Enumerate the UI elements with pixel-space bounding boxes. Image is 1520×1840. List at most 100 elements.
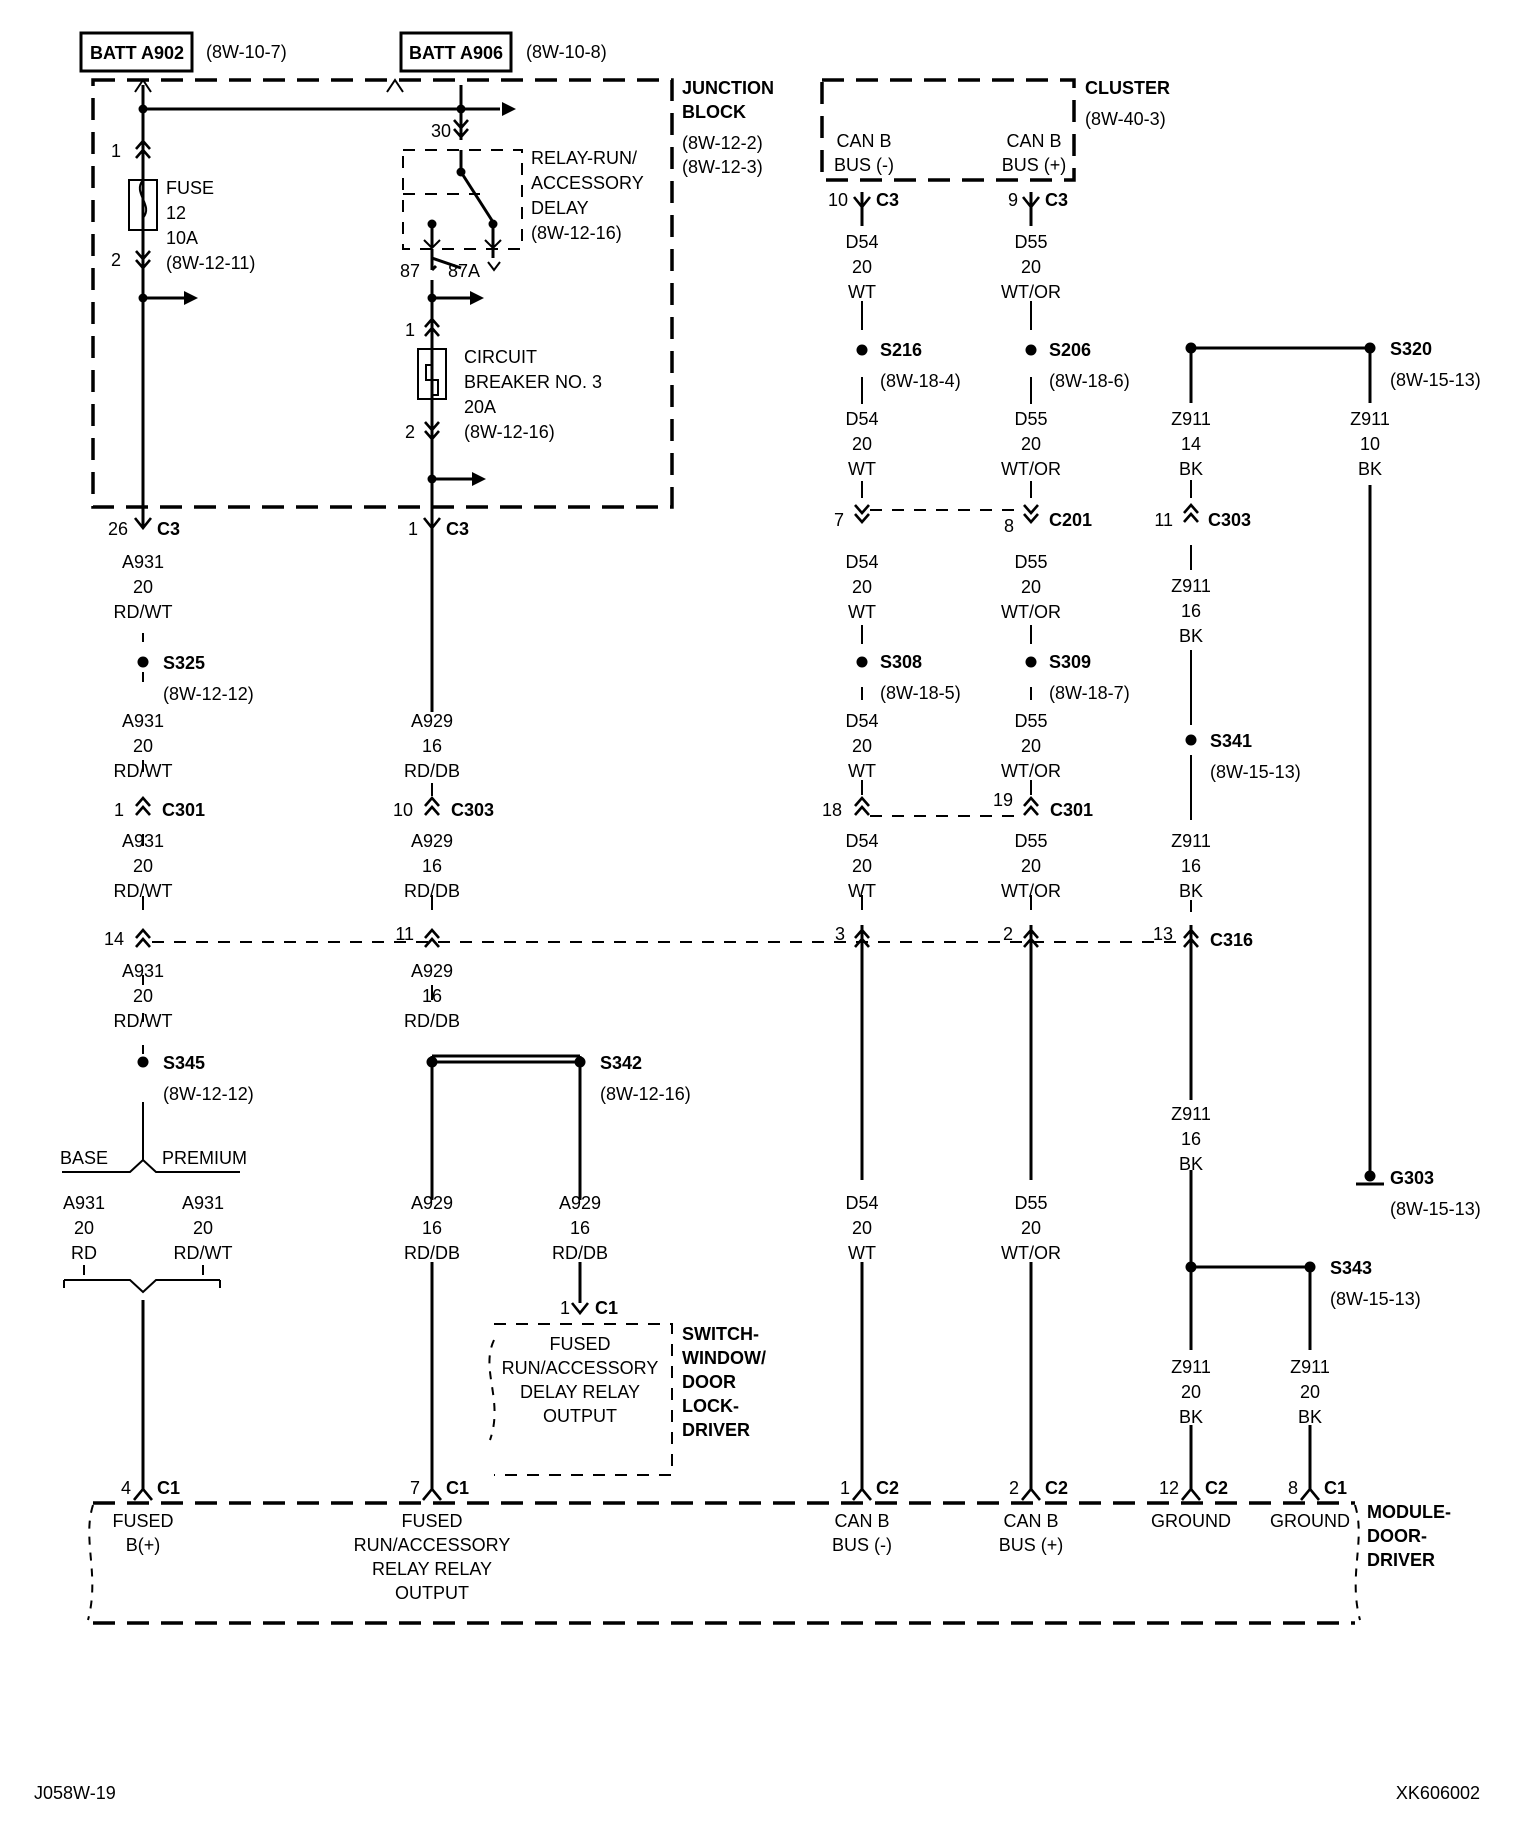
wire-a929-1-gauge: 16	[422, 736, 442, 756]
module-run-1: FUSED	[401, 1511, 462, 1531]
breaker-l1: CIRCUIT	[464, 347, 537, 367]
wire-d54-5-id: D54	[845, 831, 878, 851]
breaker-l3: 20A	[464, 397, 496, 417]
fuse-l1: FUSE	[166, 178, 214, 198]
s345-name: S345	[163, 1053, 205, 1073]
junction-ref-2: (8W-12-3)	[682, 157, 763, 177]
module-canh-2: BUS (+)	[999, 1535, 1064, 1555]
wire-z911-e-color: BK	[1179, 1154, 1203, 1174]
option-premium-label: PREMIUM	[162, 1148, 247, 1168]
cluster-canh-2: BUS (+)	[1002, 155, 1067, 175]
c3-9-pin: 9	[1008, 190, 1018, 210]
s216-name: S216	[880, 340, 922, 360]
splice-s341: S341 (8W-15-13)	[1185, 731, 1301, 782]
c316-14-pin: 14	[104, 929, 124, 949]
wire-a931-1-id: A931	[122, 552, 164, 572]
wire-a931-4-gauge: 20	[133, 986, 153, 1006]
wire-a929-1-color: RD/DB	[404, 761, 460, 781]
module-c2-12-name: C2	[1205, 1478, 1228, 1498]
wire-a929-3-color: RD/DB	[404, 1011, 460, 1031]
wire-z911-f-gauge: 20	[1181, 1382, 1201, 1402]
s309-name: S309	[1049, 652, 1091, 672]
wire-d55-6-color: WT/OR	[1001, 1243, 1061, 1263]
g303-name: G303	[1390, 1168, 1434, 1188]
junction-title-1: JUNCTION	[682, 78, 774, 98]
c316-3-pin: 3	[835, 924, 845, 944]
connector-c3-1: 1 C3	[408, 516, 469, 539]
footer-right-code: XK606002	[1396, 1783, 1480, 1803]
wire-a931-1-color: RD/WT	[114, 602, 173, 622]
wire-z911-c-id: Z911	[1171, 576, 1211, 596]
wire-z911-b-id: Z911	[1350, 409, 1390, 429]
splice-s206: S206 (8W-18-6)	[1025, 340, 1130, 391]
wire-z911-e-gauge: 16	[1181, 1129, 1201, 1149]
cluster-canh-1: CAN B	[1006, 131, 1061, 151]
wire-runs	[141, 192, 1372, 1490]
c316-2-pin: 2	[1003, 924, 1013, 944]
connector-c3-9: 9 C3	[1008, 190, 1068, 210]
wire-d54-2-color: WT	[848, 459, 876, 479]
wire-z911-f-color: BK	[1179, 1407, 1203, 1427]
module-run-4: OUTPUT	[395, 1583, 469, 1603]
wire-z911-c-gauge: 16	[1181, 601, 1201, 621]
fuse-l4: (8W-12-11)	[166, 253, 255, 273]
module-fused-2: B(+)	[126, 1535, 161, 1555]
module-fused-1: FUSED	[112, 1511, 173, 1531]
cluster-canl-1: CAN B	[836, 131, 891, 151]
junction-block: JUNCTION BLOCK (8W-12-2) (8W-12-3)	[91, 78, 774, 509]
relay-pin-87: 87	[400, 261, 420, 281]
switch-title-4: LOCK-	[682, 1396, 739, 1416]
wire-d55-5-id: D55	[1014, 831, 1047, 851]
splice-s216: S216 (8W-18-4)	[856, 340, 961, 391]
c3-10-pin: 10	[828, 190, 848, 210]
wire-z911-e-id: Z911	[1171, 1104, 1211, 1124]
c301-1-name: C301	[162, 800, 205, 820]
wire-z911-g-id: Z911	[1290, 1357, 1330, 1377]
relay-pin-30: 30	[431, 121, 451, 141]
wire-z911-d-id: Z911	[1171, 831, 1211, 851]
option-split: BASE PREMIUM A931 20 RD A931 20 RD/WT	[60, 1102, 247, 1294]
connector-c301-19: 19 C301	[993, 790, 1093, 820]
wire-a929-4-gauge: 16	[422, 1218, 442, 1238]
switch-c1-name: C1	[595, 1298, 618, 1318]
wire-d55-6-id: D55	[1014, 1193, 1047, 1213]
s325-name: S325	[163, 653, 205, 673]
module-c1-4-pin: 4	[121, 1478, 131, 1498]
c3-9-name: C3	[1045, 190, 1068, 210]
wire-d55-3-gauge: 20	[1021, 577, 1041, 597]
wire-d55-1-color: WT/OR	[1001, 282, 1061, 302]
relay-pin-87a: 87A	[448, 261, 480, 281]
connector-c3-26: 26 C3	[108, 516, 180, 539]
splice-s320: S320 (8W-15-13)	[1185, 339, 1481, 390]
module-c1-7-name: C1	[446, 1478, 469, 1498]
module-canh-1: CAN B	[1003, 1511, 1058, 1531]
cluster: CLUSTER (8W-40-3) CAN B BUS (-) CAN B BU…	[820, 78, 1170, 182]
wire-a931-2-id: A931	[122, 711, 164, 731]
wire-a931-3-id: A931	[122, 831, 164, 851]
c3-1-name: C3	[446, 519, 469, 539]
s343-ref: (8W-15-13)	[1330, 1289, 1421, 1309]
s320-name: S320	[1390, 339, 1432, 359]
cluster-canl-2: BUS (-)	[834, 155, 894, 175]
wire-a929-5-gauge: 16	[570, 1218, 590, 1238]
module-c1-8-name: C1	[1324, 1478, 1347, 1498]
module-c1-8-pin: 8	[1288, 1478, 1298, 1498]
wire-a929-5-id: A929	[559, 1193, 601, 1213]
wire-d54-5-color: WT	[848, 881, 876, 901]
wire-d55-2-color: WT/OR	[1001, 459, 1061, 479]
wire-a931-3-gauge: 20	[133, 856, 153, 876]
module-c2-2-name: C2	[1045, 1478, 1068, 1498]
wire-d55-3-id: D55	[1014, 552, 1047, 572]
s342-name: S342	[600, 1053, 642, 1073]
wire-d54-6-color: WT	[848, 1243, 876, 1263]
wire-d54-2-id: D54	[845, 409, 878, 429]
c303-11-pin: 11	[1154, 510, 1173, 530]
wire-a931-base-color: RD	[71, 1243, 97, 1263]
s341-ref: (8W-15-13)	[1210, 762, 1301, 782]
wire-z911-c-color: BK	[1179, 626, 1203, 646]
cluster-title: CLUSTER	[1085, 78, 1170, 98]
wire-a931-base-gauge: 20	[74, 1218, 94, 1238]
switch-l4: OUTPUT	[543, 1406, 617, 1426]
wire-d54-1-gauge: 20	[852, 257, 872, 277]
wire-z911-f-id: Z911	[1171, 1357, 1211, 1377]
